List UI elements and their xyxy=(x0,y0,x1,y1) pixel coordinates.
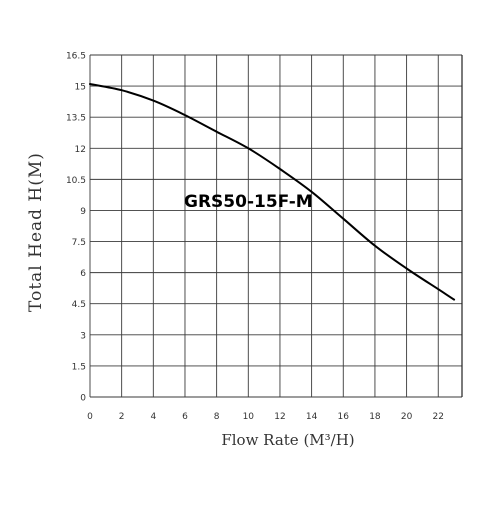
data-point xyxy=(406,267,408,270)
data-point xyxy=(342,218,344,220)
x-tick-label: 16 xyxy=(338,412,350,422)
grid xyxy=(89,54,463,398)
x-tick-label: 2 xyxy=(119,412,125,422)
series-layer xyxy=(89,83,456,301)
y-tick-label: 4.5 xyxy=(72,300,86,310)
x-tick-label: 14 xyxy=(306,412,318,422)
x-tick-label: 12 xyxy=(274,412,285,422)
data-point xyxy=(311,191,313,193)
y-tick-label: 3 xyxy=(80,331,86,341)
x-axis-ticks: 0 2 4 6 8 10 12 14 16 18 20 22 xyxy=(87,412,444,422)
y-tick-label: 15 xyxy=(75,83,86,93)
x-tick-label: 6 xyxy=(182,412,188,422)
y-tick-label: 6 xyxy=(80,269,86,279)
x-tick-label: 22 xyxy=(433,412,444,422)
data-point xyxy=(216,131,218,133)
y-tick-label: 1.5 xyxy=(72,362,86,372)
data-point xyxy=(453,299,455,301)
y-tick-label: 0 xyxy=(80,394,86,404)
x-axis-title: Flow Rate (M³/H) xyxy=(221,431,354,449)
x-tick-label: 8 xyxy=(214,412,220,422)
y-tick-label: 7.5 xyxy=(72,238,86,248)
x-tick-label: 4 xyxy=(150,412,156,422)
y-axis-ticks: 0 1.5 3 4.5 6 7.5 9 10.5 12 13.5 15 16.5 xyxy=(66,52,86,404)
x-tick-label: 18 xyxy=(369,412,381,422)
x-tick-label: 0 xyxy=(87,412,93,422)
data-point xyxy=(89,83,91,85)
x-tick-label: 10 xyxy=(243,412,255,422)
y-tick-label: 13.5 xyxy=(66,114,86,124)
data-point xyxy=(437,288,439,290)
data-point xyxy=(184,114,186,116)
y-tick-label: 10.5 xyxy=(66,176,86,186)
data-point xyxy=(247,147,249,149)
y-tick-label: 9 xyxy=(80,207,86,217)
y-axis-title: Total Head H(M) xyxy=(26,152,46,312)
chart-annotation: GRS50-15F-M xyxy=(184,192,313,212)
data-point xyxy=(121,89,123,91)
data-point xyxy=(152,100,154,102)
data-point xyxy=(374,245,376,247)
y-tick-label: 12 xyxy=(75,145,86,155)
y-tick-label: 16.5 xyxy=(66,52,86,62)
data-point xyxy=(279,168,281,170)
x-tick-label: 20 xyxy=(401,412,413,422)
